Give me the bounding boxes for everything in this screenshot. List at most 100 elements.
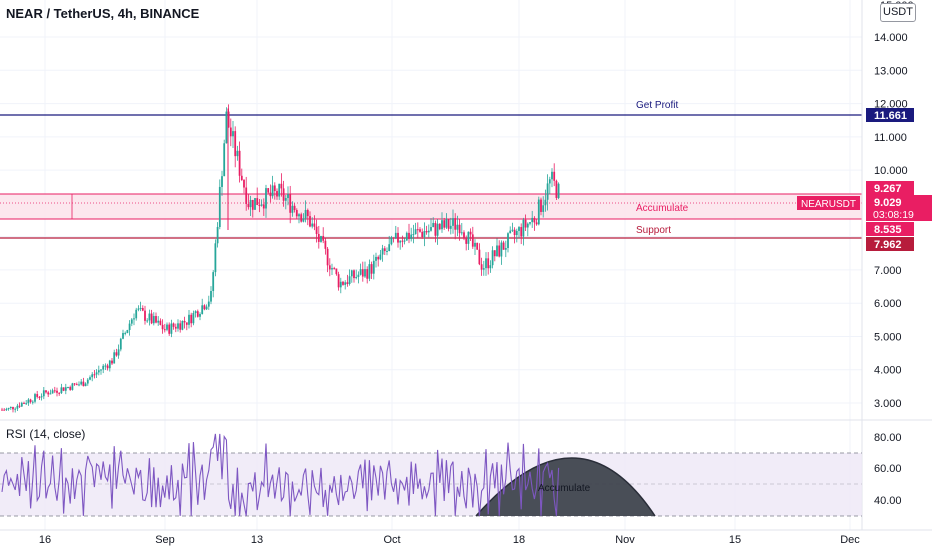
candle-body [20, 402, 23, 407]
candle-body [135, 309, 138, 319]
candle-body [421, 231, 424, 237]
candle-body [45, 390, 47, 393]
candle-body [381, 248, 384, 255]
candle-body [232, 131, 234, 137]
candle-body [97, 370, 100, 373]
candle-body [355, 276, 358, 279]
candle-body [350, 270, 353, 277]
candle-body [436, 223, 439, 236]
candle-body [126, 329, 129, 333]
candle-body [309, 216, 311, 227]
candle-body [258, 204, 261, 206]
candle-body [67, 386, 69, 388]
candle-body [482, 268, 485, 270]
candle-body [531, 217, 534, 223]
candle-body [177, 323, 179, 329]
candle-body [500, 242, 503, 257]
price-axis: 14.000 13.000 12.000 11.000 10.000 7.000 6.000… [874, 32, 908, 410]
current-price-tag [866, 195, 932, 221]
candle-body [64, 387, 67, 391]
price-tick: 3.000 [874, 398, 902, 410]
candle-body [144, 310, 146, 321]
candle-body [399, 240, 402, 243]
candle-body [86, 379, 89, 384]
candle-body [375, 256, 377, 261]
candle-body [207, 301, 210, 307]
candle-body [236, 150, 239, 157]
candle-body [529, 222, 531, 224]
candle-body [139, 308, 142, 310]
candle-body [192, 313, 195, 324]
candle-body [75, 384, 78, 386]
candle-body [5, 409, 8, 411]
rsi-band [0, 453, 862, 516]
time-tick: 18 [513, 534, 525, 546]
candle-body [181, 320, 184, 330]
candle-body [524, 219, 527, 228]
candle-body [485, 258, 487, 269]
candle-body [445, 219, 448, 228]
candle-body [394, 232, 397, 239]
candle-body [386, 251, 388, 253]
time-tick: 15 [729, 534, 741, 546]
candle-body [372, 260, 375, 274]
candle-body [489, 265, 492, 269]
candle-body [302, 218, 305, 222]
candle-body [205, 306, 208, 310]
candle-body [223, 143, 226, 177]
candle-body [260, 204, 263, 206]
price-tick: 11.000 [874, 132, 907, 144]
candle-body [256, 198, 259, 205]
rsi-tick: 60.00 [874, 463, 902, 475]
accumulate-zone [0, 194, 862, 219]
candle-body [557, 183, 560, 198]
candle-body [324, 240, 327, 249]
candle-body [267, 188, 270, 193]
time-tick: 16 [39, 534, 51, 546]
time-axis: 16 Sep 13 Oct 18 Nov 15 Dec [39, 534, 860, 546]
currency-selector[interactable]: USDT [880, 3, 916, 22]
candle-body [216, 226, 219, 244]
candle-body [434, 222, 437, 236]
candle-body [311, 223, 314, 227]
candle-body [71, 383, 74, 390]
zone-top-tag [866, 181, 914, 195]
rsi-annotation: Accumulate [538, 483, 591, 494]
candle-body [130, 319, 133, 324]
rsi-line [1, 433, 560, 516]
candle-body [146, 320, 149, 322]
candle-body [379, 254, 382, 260]
candle-body [262, 204, 265, 209]
candle-body [353, 270, 355, 279]
candle-body [159, 320, 162, 325]
symbol-tag [797, 196, 860, 210]
candle-body [289, 194, 292, 213]
support-tag [866, 237, 914, 251]
candle-body [476, 242, 479, 250]
price-tick: 7.000 [874, 265, 902, 277]
candle-body [518, 227, 520, 231]
candle-body [364, 269, 366, 277]
candle-body [304, 209, 307, 219]
candle-body [218, 186, 221, 227]
candle-body [95, 372, 98, 375]
current-price-value: 9.029 [874, 197, 902, 209]
candle-body [335, 268, 338, 275]
candle-body [295, 209, 298, 217]
candle-body [322, 235, 325, 241]
candle-body [9, 406, 12, 409]
countdown-value: 03:08:19 [873, 209, 914, 221]
symbol-tag-label: NEARUSDT [801, 199, 856, 210]
candle-body [91, 374, 94, 378]
candle-body [346, 282, 349, 284]
candle-body [463, 232, 465, 239]
price-tick: 10.000 [874, 165, 908, 177]
candle-body [416, 229, 419, 231]
candle-body [29, 399, 32, 403]
candle-body [122, 333, 124, 339]
candle-body [460, 232, 463, 234]
candle-body [467, 231, 470, 244]
candle-body [403, 240, 406, 242]
candle-body [225, 111, 228, 144]
